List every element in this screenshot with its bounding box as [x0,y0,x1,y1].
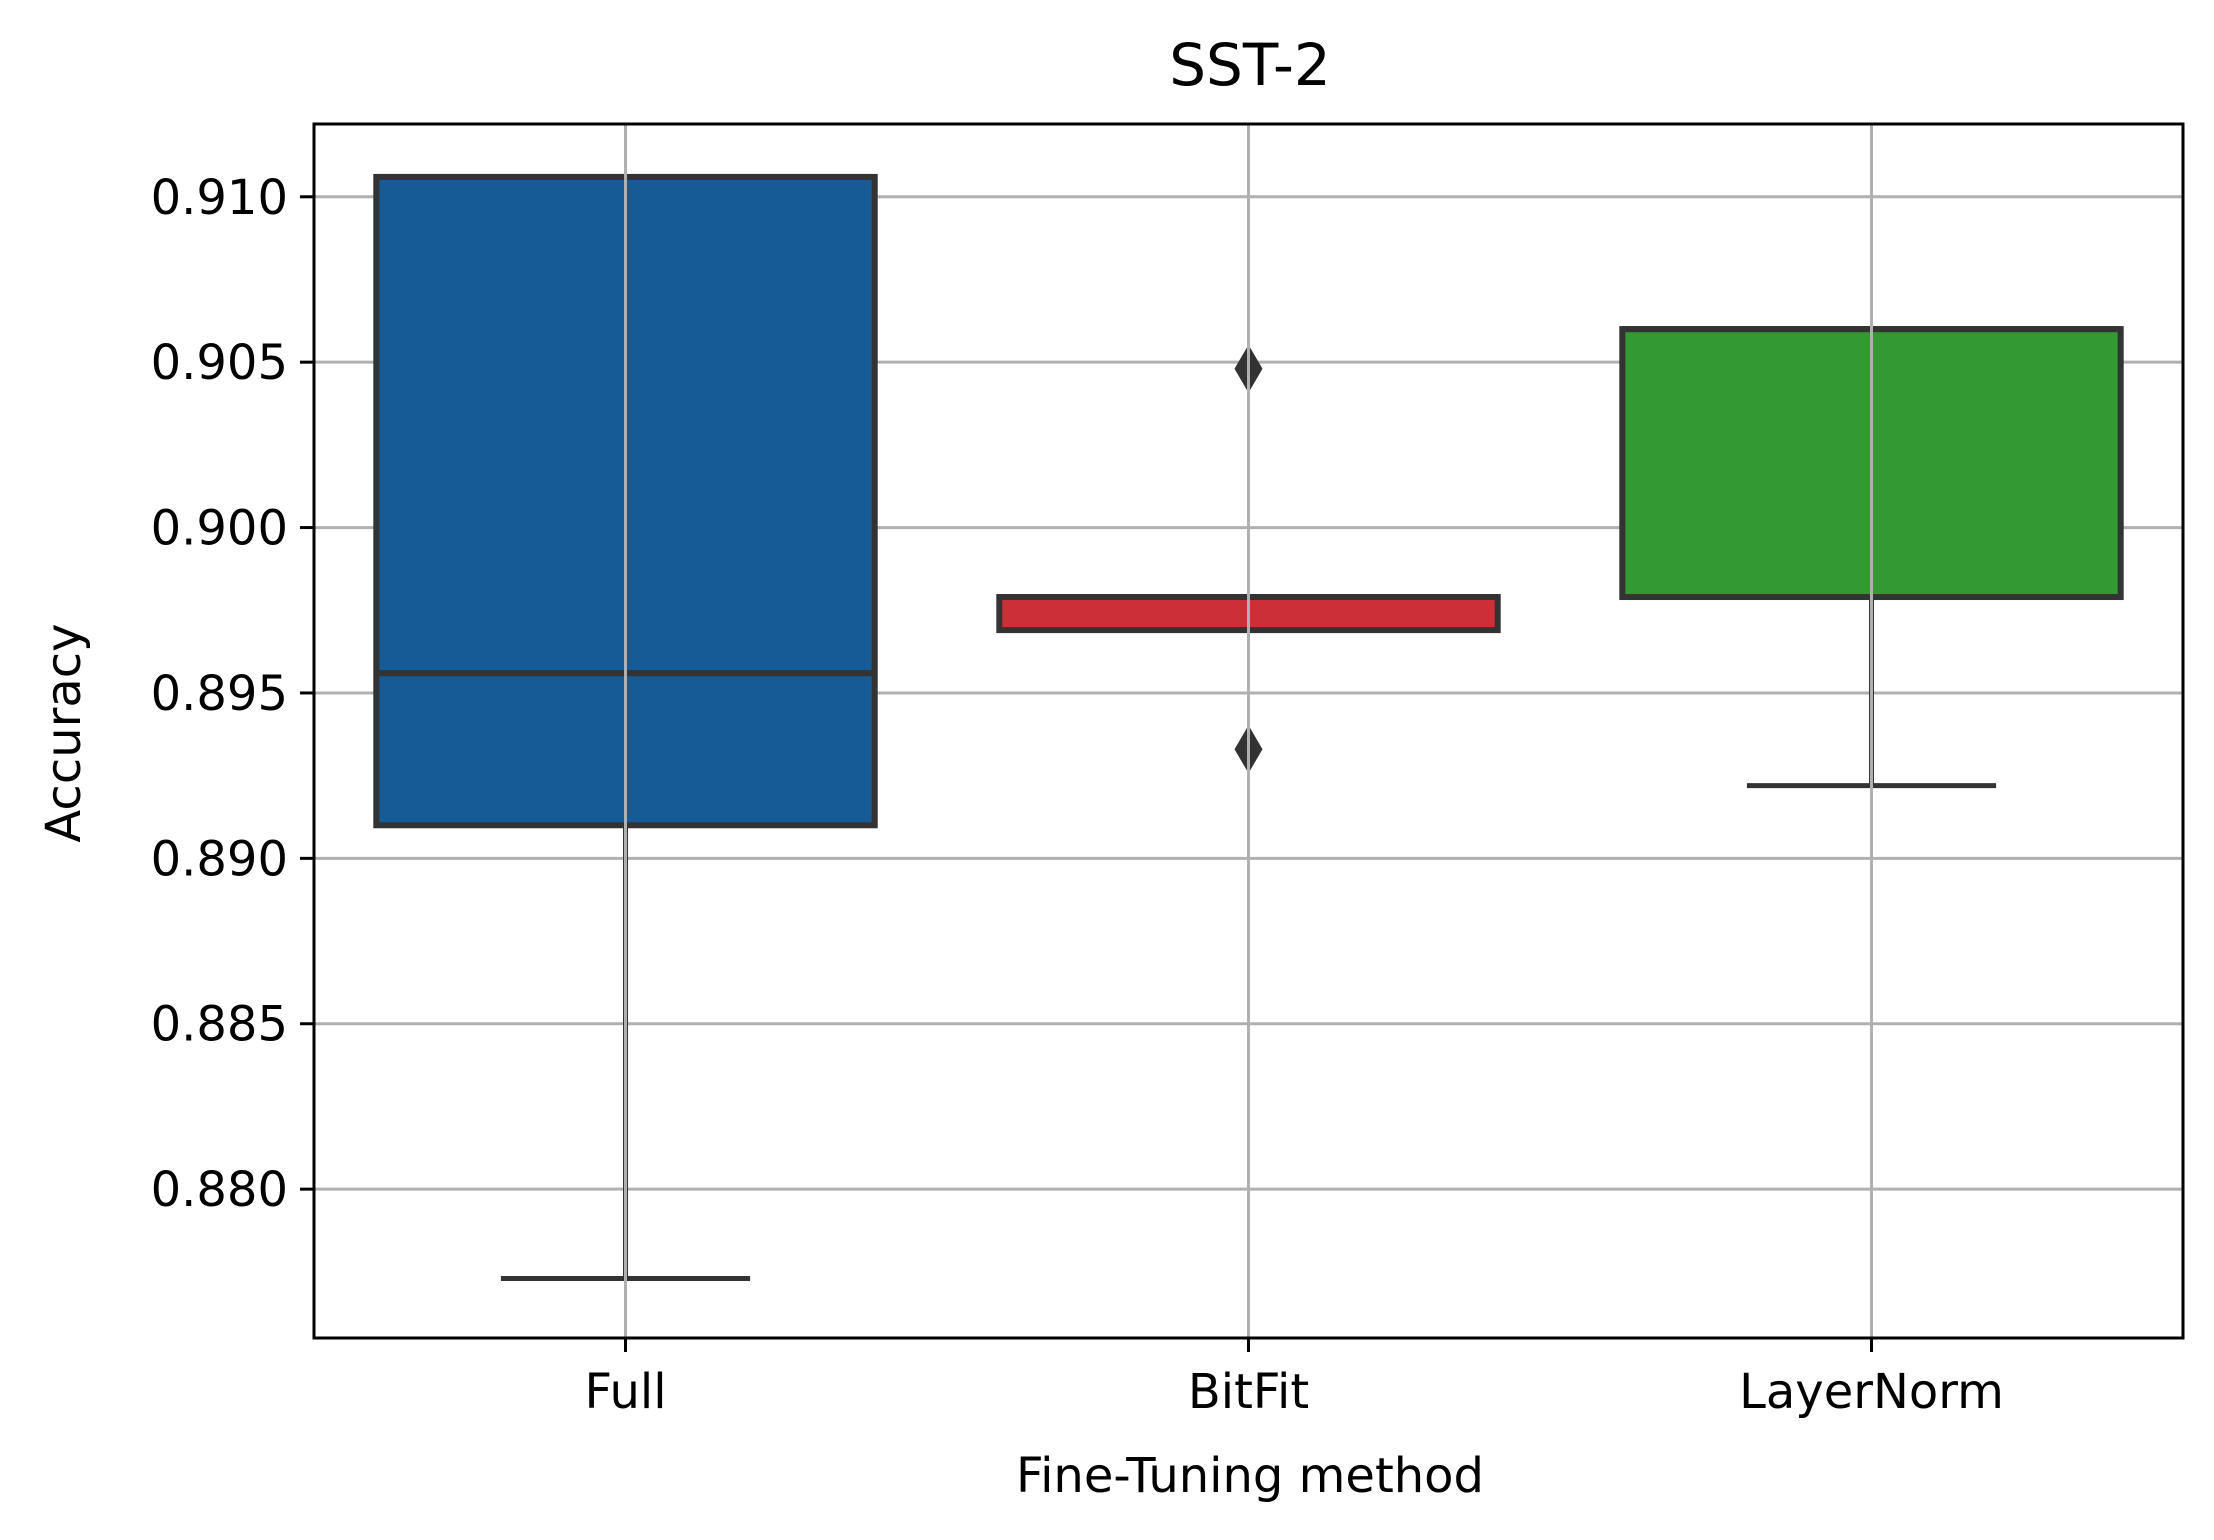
x-tick-label: BitFit [1188,1364,1309,1420]
y-axis-label: Accuracy [36,623,92,842]
y-tick-label: 0.905 [151,335,288,391]
x-tick-label: LayerNorm [1739,1364,2004,1420]
y-tick-label: 0.885 [151,997,288,1053]
x-tick-label: Full [584,1364,666,1420]
axes: 0.880 0.885 0.890 0.895 0.900 0.905 0.910 Full B… [151,122,2185,1420]
y-tick-label: 0.890 [151,831,288,887]
x-axis-label: Fine-Tuning method [1016,1448,1484,1504]
y-tick-label: 0.910 [151,170,288,226]
y-tick-label: 0.895 [151,666,288,722]
chart-title: SST-2 [1169,31,1331,99]
y-tick-label: 0.900 [151,501,288,557]
y-tick-label: 0.880 [151,1162,288,1218]
